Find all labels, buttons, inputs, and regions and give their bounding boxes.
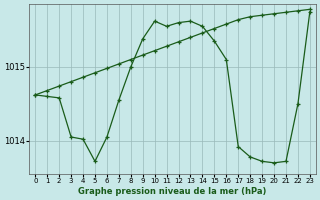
X-axis label: Graphe pression niveau de la mer (hPa): Graphe pression niveau de la mer (hPa) [78,187,267,196]
